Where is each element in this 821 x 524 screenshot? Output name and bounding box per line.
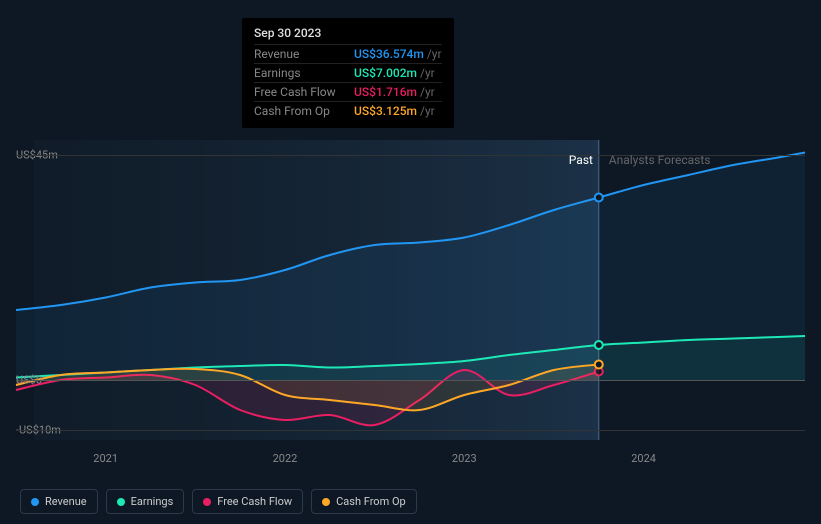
legend-dot-icon (322, 498, 330, 506)
tooltip-suffix: /yr (420, 85, 435, 99)
legend-dot-icon (31, 498, 39, 506)
tooltip-row: Free Cash FlowUS$1.716m/yr (254, 82, 442, 101)
chart-tooltip: Sep 30 2023 RevenueUS$36.574m/yrEarnings… (242, 18, 454, 128)
gridline (16, 430, 805, 431)
gridline (16, 380, 805, 381)
tooltip-value: US$7.002m (354, 66, 417, 80)
tooltip-value: US$3.125m (354, 104, 417, 118)
legend-item[interactable]: Free Cash Flow (192, 489, 303, 514)
chart-area: US$45mUS$0-US$10m2021202220232024PastAna… (16, 125, 805, 465)
tooltip-suffix: /yr (420, 104, 435, 118)
tooltip-date: Sep 30 2023 (254, 26, 442, 40)
past-label: Past (569, 153, 593, 167)
legend-item[interactable]: Revenue (20, 489, 98, 514)
legend-item[interactable]: Earnings (106, 489, 185, 514)
tooltip-row: Cash From OpUS$3.125m/yr (254, 101, 442, 120)
series-marker (595, 361, 603, 369)
series-marker (595, 194, 603, 202)
tooltip-label: Free Cash Flow (254, 85, 354, 99)
legend-label: Revenue (45, 495, 87, 508)
tooltip-row: EarningsUS$7.002m/yr (254, 63, 442, 82)
tooltip-row: RevenueUS$36.574m/yr (254, 44, 442, 63)
legend-item[interactable]: Cash From Op (311, 489, 417, 514)
x-axis-label: 2022 (273, 452, 298, 465)
forecast-label: Analysts Forecasts (609, 153, 711, 167)
tooltip-suffix: /yr (420, 66, 435, 80)
tooltip-label: Cash From Op (254, 104, 354, 118)
tooltip-value: US$1.716m (354, 85, 417, 99)
legend-label: Cash From Op (336, 495, 406, 508)
tooltip-suffix: /yr (427, 47, 442, 61)
legend-label: Earnings (131, 495, 174, 508)
legend-label: Free Cash Flow (217, 495, 292, 508)
legend: Revenue Earnings Free Cash Flow Cash From O… (20, 489, 417, 514)
tooltip-value: US$36.574m (354, 47, 424, 61)
legend-dot-icon (117, 498, 125, 506)
x-axis-label: 2024 (631, 452, 656, 465)
series-marker (595, 341, 603, 349)
legend-dot-icon (203, 498, 211, 506)
x-axis-label: 2023 (452, 452, 477, 465)
tooltip-rows: RevenueUS$36.574m/yrEarningsUS$7.002m/yr… (254, 44, 442, 120)
tooltip-label: Earnings (254, 66, 354, 80)
chart-svg (16, 125, 805, 465)
x-axis-label: 2021 (93, 452, 118, 465)
tooltip-label: Revenue (254, 47, 354, 61)
